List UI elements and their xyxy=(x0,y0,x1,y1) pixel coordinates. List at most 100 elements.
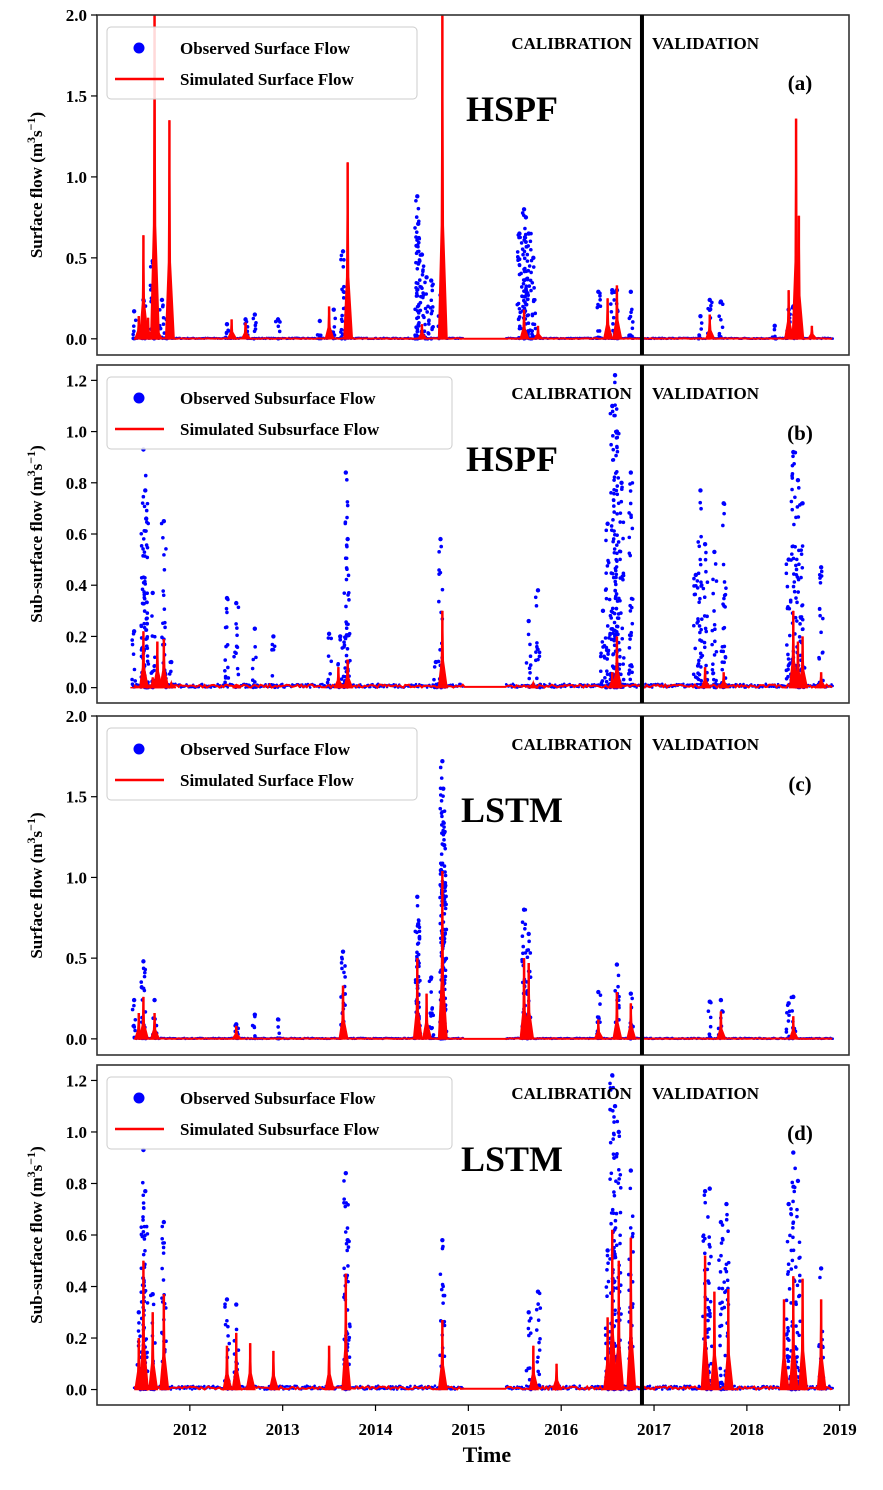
observed-point xyxy=(610,571,615,576)
legend-simulated-label: Simulated Subsurface Flow xyxy=(180,420,380,439)
observed-point xyxy=(234,1302,239,1307)
observed-point xyxy=(131,997,137,1003)
observed-point xyxy=(614,606,619,611)
observed-point xyxy=(722,660,726,665)
observed-point xyxy=(794,563,798,568)
observed-point xyxy=(347,633,351,638)
observed-point xyxy=(697,544,702,549)
observed-point xyxy=(787,1013,791,1018)
observed-point xyxy=(151,1302,156,1307)
observed-point xyxy=(615,616,620,620)
observed-point xyxy=(605,657,610,661)
observed-point xyxy=(430,1006,435,1010)
observed-point xyxy=(443,846,448,851)
observed-point xyxy=(621,573,626,578)
observed-point xyxy=(524,661,529,665)
observed-point xyxy=(609,528,614,532)
observed-point xyxy=(144,508,149,513)
observed-point xyxy=(142,1237,147,1241)
observed-point xyxy=(533,311,538,316)
observed-point xyxy=(422,329,427,334)
observed-point xyxy=(604,648,609,653)
legend-box xyxy=(106,376,453,450)
simulated-spike xyxy=(524,962,535,1040)
observed-point xyxy=(148,1293,153,1298)
observed-point xyxy=(790,552,794,556)
observed-point xyxy=(790,471,795,476)
observed-point xyxy=(235,633,239,638)
observed-point xyxy=(612,1132,616,1137)
observed-point xyxy=(604,538,608,543)
observed-point xyxy=(609,309,614,314)
observed-point xyxy=(142,592,147,597)
plot-frame xyxy=(96,715,850,1056)
observed-point xyxy=(699,627,703,632)
observed-point xyxy=(708,1015,713,1020)
observed-point xyxy=(599,651,603,656)
observed-point xyxy=(630,526,635,531)
observed-point xyxy=(788,600,793,604)
observed-point xyxy=(442,842,447,848)
observed-point xyxy=(772,685,775,689)
observed-point xyxy=(414,325,418,330)
observed-point xyxy=(223,1305,227,1309)
observed-point xyxy=(252,626,258,631)
observed-point xyxy=(628,609,633,613)
observed-point xyxy=(784,571,789,576)
observed-point xyxy=(613,380,617,385)
simulated-spike xyxy=(602,298,614,340)
observed-point xyxy=(786,1019,791,1023)
observed-point xyxy=(800,603,804,608)
observed-point xyxy=(648,1384,652,1388)
observed-point xyxy=(534,604,539,608)
observed-point xyxy=(696,571,701,576)
observed-point xyxy=(421,295,425,300)
observed-point xyxy=(422,315,426,320)
observed-point xyxy=(150,590,155,596)
observed-point xyxy=(527,1333,531,1338)
observed-point xyxy=(144,644,149,648)
observed-point xyxy=(791,584,796,589)
observed-point xyxy=(527,264,532,268)
observed-point xyxy=(342,1200,346,1205)
observed-point xyxy=(787,633,792,638)
observed-point xyxy=(433,1384,437,1388)
observed-point xyxy=(440,814,444,819)
observed-point xyxy=(615,435,620,440)
observed-point xyxy=(615,484,620,488)
observed-point xyxy=(722,593,727,598)
y-tick-label: 1.0 xyxy=(66,168,87,187)
observed-point xyxy=(700,653,705,658)
observed-point xyxy=(796,577,801,582)
observed-point xyxy=(821,650,825,655)
observed-point xyxy=(711,677,716,682)
observed-point xyxy=(616,476,621,480)
observed-point xyxy=(342,290,346,294)
observed-point xyxy=(530,312,535,317)
observed-point xyxy=(819,630,823,635)
observed-point xyxy=(612,638,616,643)
observed-point xyxy=(613,988,618,993)
observed-point xyxy=(342,1197,346,1201)
observed-point xyxy=(148,283,153,288)
observed-point xyxy=(603,675,607,680)
observed-point xyxy=(621,536,625,541)
y-tick-label: 1.0 xyxy=(66,423,87,442)
observed-point xyxy=(160,635,164,640)
observed-point xyxy=(341,265,346,269)
simulated-spike xyxy=(422,993,433,1040)
observed-point xyxy=(414,244,419,248)
observed-point xyxy=(605,1253,610,1258)
observed-cluster xyxy=(717,299,725,340)
observed-point xyxy=(161,1251,166,1255)
observed-point xyxy=(130,682,135,687)
observed-point xyxy=(596,989,601,995)
observed-point xyxy=(711,662,715,666)
observed-point xyxy=(722,580,727,584)
observed-cluster xyxy=(617,480,626,689)
observed-point xyxy=(618,520,623,524)
observed-point xyxy=(409,1384,412,1388)
observed-cluster xyxy=(524,618,533,689)
observed-point xyxy=(525,276,530,281)
